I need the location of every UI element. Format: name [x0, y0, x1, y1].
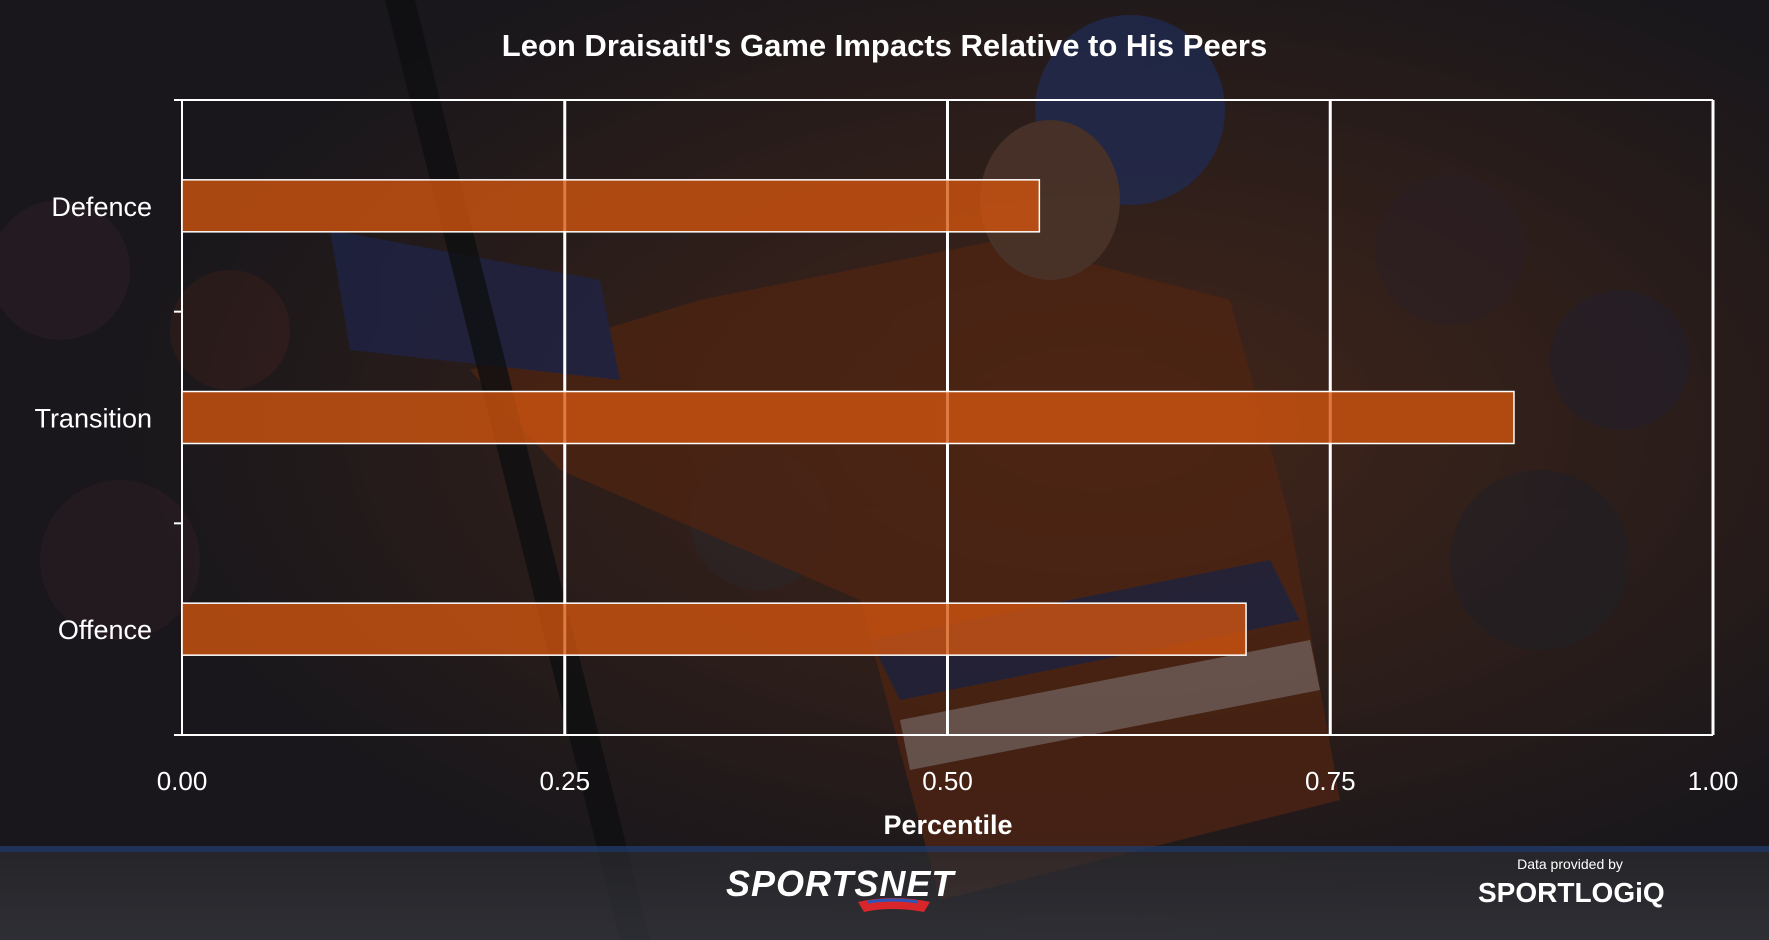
- bar-defence: [181, 179, 1041, 233]
- bar-offence: [181, 602, 1247, 656]
- x-tick-label: 1.00: [1688, 766, 1739, 796]
- sportlogiq-logo-text: SPORTLOGiQ: [1478, 877, 1665, 908]
- y-category-label: Offence: [58, 615, 152, 645]
- y-category-label: Transition: [34, 404, 152, 434]
- x-tick-label: 0.00: [157, 766, 208, 796]
- x-tick-label: 0.25: [539, 766, 590, 796]
- sportsnet-logo-text: SPORTSNET: [726, 863, 956, 904]
- sportlogiq-logo: SPORTLOGiQ: [1476, 872, 1686, 912]
- sportsnet-logo: SPORTSNET: [718, 858, 1038, 918]
- x-tick-label: 0.75: [1305, 766, 1356, 796]
- x-axis-title: Percentile: [883, 810, 1013, 840]
- data-credit-caption: Data provided by: [1517, 856, 1623, 872]
- x-tick-label: 0.50: [922, 766, 973, 796]
- chart-title: Leon Draisaitl's Game Impacts Relative t…: [501, 28, 1268, 63]
- bar-transition: [181, 390, 1515, 445]
- y-category-label: Defence: [51, 192, 152, 222]
